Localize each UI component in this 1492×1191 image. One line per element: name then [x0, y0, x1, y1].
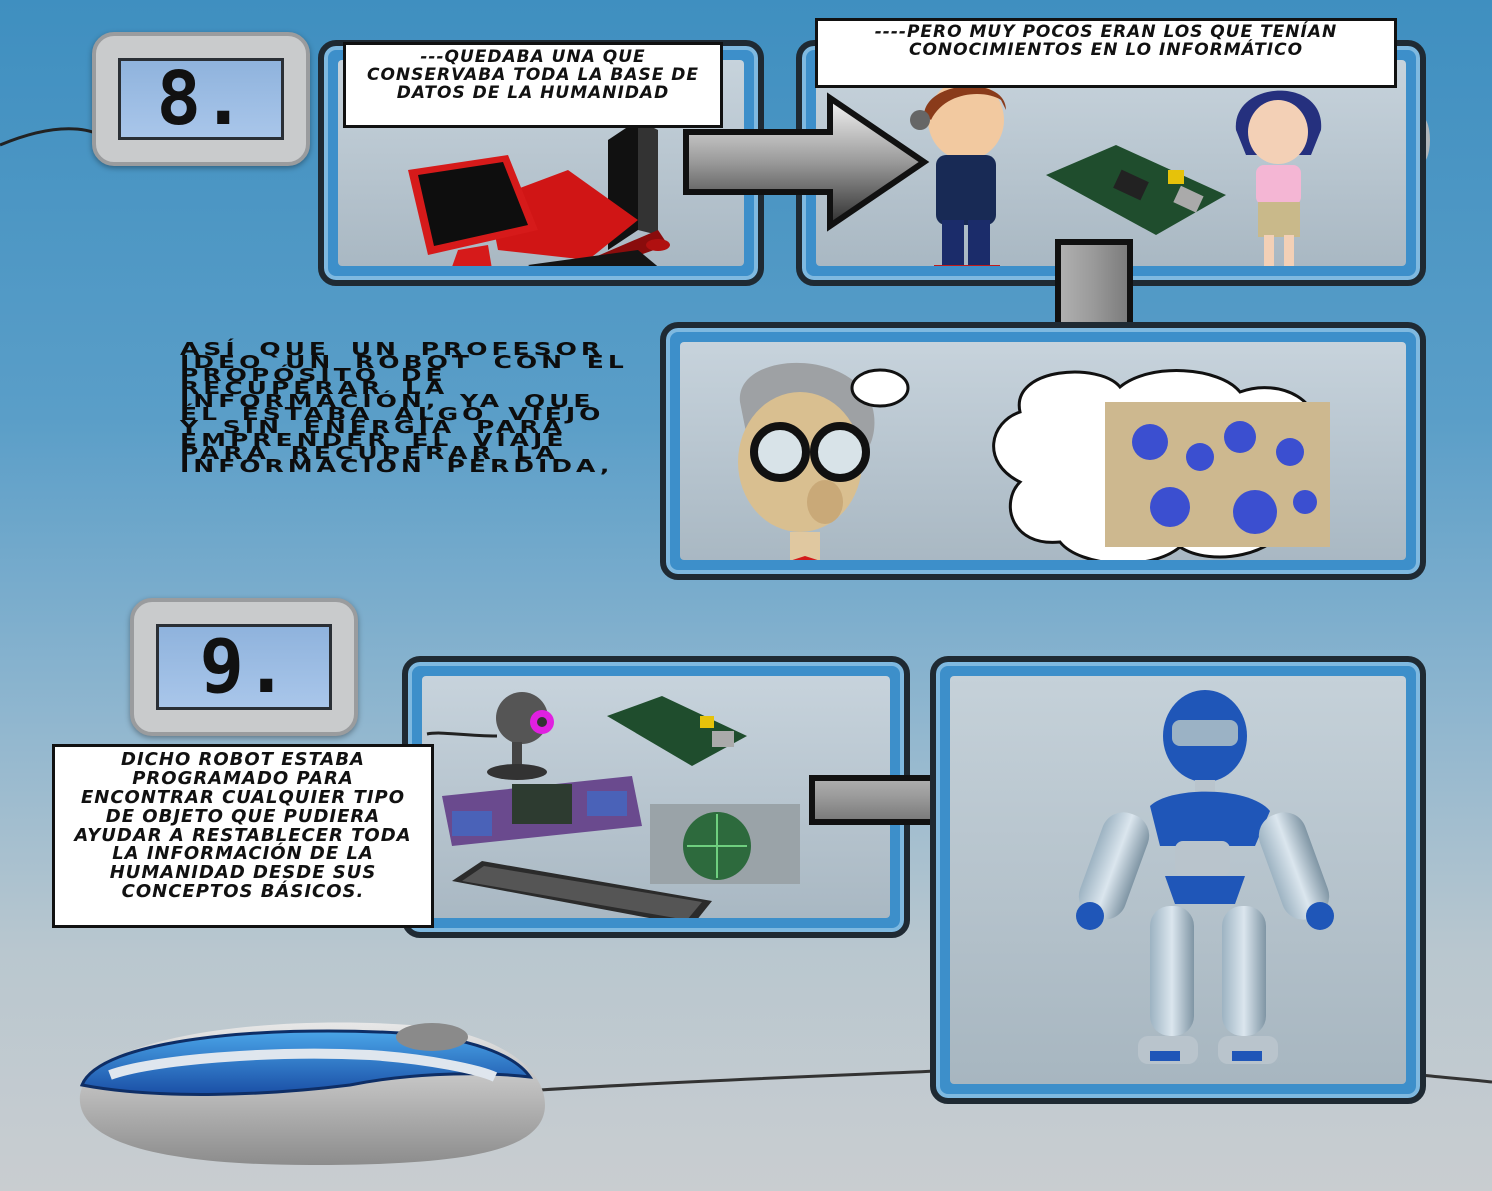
narration-professor: ASÍ QUE UN PROFESOR IDEO UN ROBOT CON EL…	[180, 338, 628, 477]
mouse-icon	[79, 1022, 545, 1165]
characters-illustration	[910, 80, 1322, 266]
step-number-8-box: 8.	[92, 32, 310, 166]
step-number-8: 8.	[118, 56, 284, 142]
webcam-icon	[426, 692, 554, 780]
circuit-board-icon	[1046, 145, 1226, 235]
robot-icon	[1076, 690, 1334, 1064]
globe-icon	[650, 804, 800, 884]
computer-icon	[408, 120, 670, 266]
arrow-right-icon	[683, 92, 930, 232]
caption-8-right: ----PERO MUY POCOS ERAN LOS QUE TENÍAN C…	[815, 18, 1397, 88]
professor-icon	[738, 362, 875, 560]
circuit-board-icon	[607, 696, 747, 766]
thought-bubble-icon	[992, 369, 1330, 560]
thought-bubble-small	[850, 368, 910, 408]
caption-8-left: ---QUEDABA UNA QUE CONSERVABA TODA LA BA…	[343, 42, 723, 128]
boy-character-icon	[910, 80, 1006, 266]
step-number-9: 9.	[156, 624, 332, 710]
panel-9-robot	[930, 656, 1426, 1104]
devices-illustration	[426, 692, 800, 918]
keyboard-icon	[452, 861, 712, 918]
step-number-9-box: 9.	[130, 598, 358, 736]
caption-9: DICHO ROBOT ESTABA PROGRAMADO PARA ENCON…	[52, 744, 434, 928]
professor-illustration	[738, 362, 1330, 560]
girl-character-icon	[1235, 90, 1322, 266]
control-console-icon	[442, 776, 642, 846]
panel-8-professor	[660, 322, 1426, 580]
